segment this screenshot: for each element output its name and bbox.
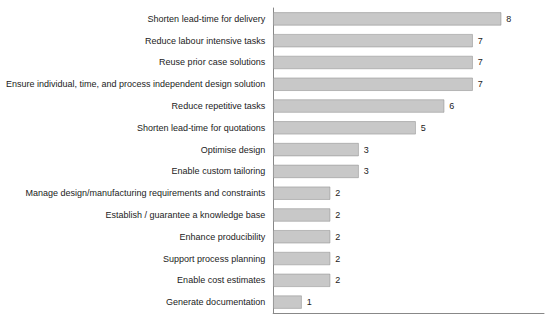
svg-text:2: 2 [335, 232, 340, 242]
svg-text:Enable custom tailoring: Enable custom tailoring [172, 166, 266, 176]
svg-text:Optimise design: Optimise design [201, 145, 266, 155]
svg-text:Ensure individual, time, and p: Ensure individual, time, and process ind… [6, 79, 265, 89]
svg-text:2: 2 [335, 188, 340, 198]
svg-text:Manage design/manufacturing re: Manage design/manufacturing requirements… [26, 188, 266, 198]
svg-text:Reduce labour intensive tasks: Reduce labour intensive tasks [145, 36, 266, 46]
svg-text:8: 8 [506, 14, 511, 24]
svg-text:7: 7 [478, 57, 483, 67]
svg-text:3: 3 [364, 166, 369, 176]
svg-text:2: 2 [335, 275, 340, 285]
svg-text:Enable cost estimates: Enable cost estimates [177, 275, 266, 285]
svg-text:Generate documentation: Generate documentation [166, 297, 265, 307]
svg-text:Enhance producibility: Enhance producibility [180, 232, 266, 242]
svg-text:7: 7 [478, 79, 483, 89]
svg-text:Reduce repetitive tasks: Reduce repetitive tasks [172, 101, 266, 111]
svg-text:Shorten lead-time for delivery: Shorten lead-time for delivery [148, 14, 266, 24]
svg-text:Reuse prior case solutions: Reuse prior case solutions [159, 57, 266, 67]
svg-text:1: 1 [307, 297, 312, 307]
svg-text:2: 2 [335, 210, 340, 220]
svg-text:6: 6 [449, 101, 454, 111]
svg-text:2: 2 [335, 254, 340, 264]
svg-text:Shorten lead-time for quotatio: Shorten lead-time for quotations [137, 123, 266, 133]
svg-text:Support process planning: Support process planning [163, 254, 265, 264]
svg-text:5: 5 [421, 123, 426, 133]
svg-text:7: 7 [478, 36, 483, 46]
svg-text:3: 3 [364, 145, 369, 155]
svg-text:Establish / guarantee a knowle: Establish / guarantee a knowledge base [106, 210, 266, 220]
